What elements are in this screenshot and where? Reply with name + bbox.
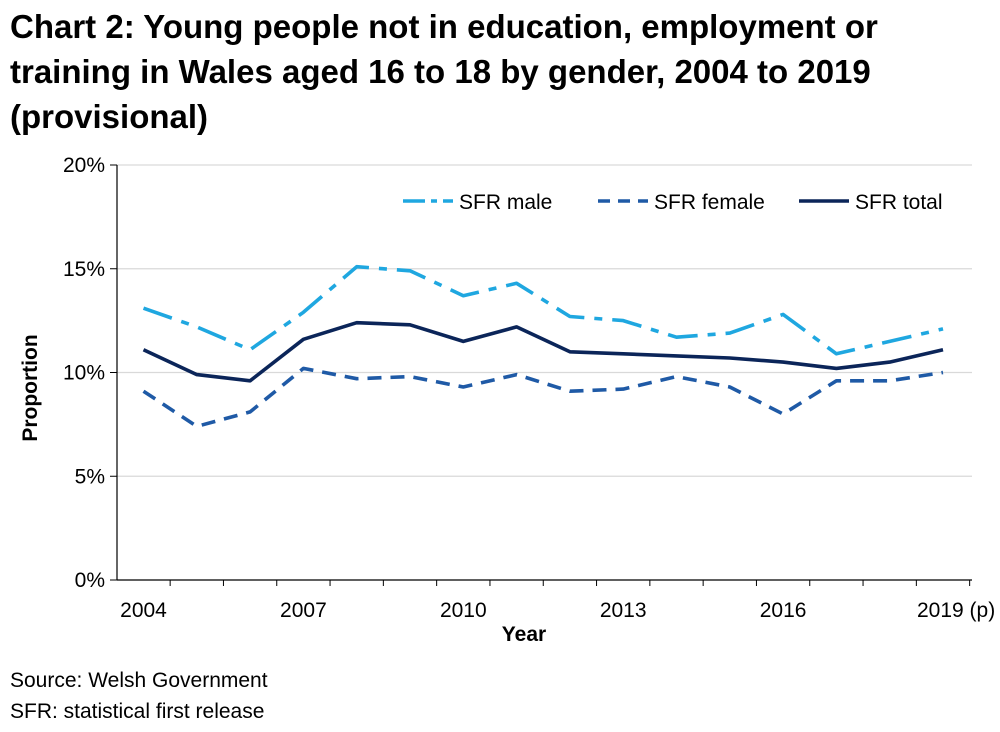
legend: SFR male SFR female SFR total — [403, 191, 943, 214]
line-chart: 0% 5% 10% 15% 20% 2004 2007 2010 2013 2016 2019 (… — [19, 154, 995, 646]
x-tick-label: 2013 — [600, 599, 647, 622]
y-tick-label: 15% — [63, 258, 105, 281]
x-tick-label: 2007 — [280, 599, 327, 622]
x-tick-label: 2016 — [760, 599, 807, 622]
footnote: SFR: statistical first release — [10, 700, 265, 723]
source-note: Source: Welsh Government — [10, 669, 268, 692]
legend-label: SFR male — [459, 191, 552, 214]
y-tick-label: 20% — [63, 154, 105, 177]
chart-title: Chart 2: Young people not in education, … — [10, 8, 878, 135]
y-tick-label: 5% — [75, 465, 105, 488]
x-tick-label: 2010 — [440, 599, 487, 622]
y-axis-label: Proportion — [19, 334, 42, 441]
x-tick-label: 2004 — [120, 599, 167, 622]
series-line-sfr-male — [142, 264, 944, 356]
series-line-sfr-total — [142, 320, 944, 383]
y-tick-label: 0% — [75, 569, 105, 592]
x-axis-ticks: 2004 2007 2010 2013 2016 2019 (p) — [120, 580, 995, 622]
legend-label: SFR total — [855, 191, 943, 214]
y-tick-label: 10% — [63, 362, 105, 385]
series-line-sfr-female — [142, 366, 944, 429]
legend-label: SFR female — [654, 191, 765, 214]
series-lines — [142, 264, 944, 429]
y-axis-ticks: 0% 5% 10% 15% 20% — [63, 154, 117, 592]
x-tick-label: 2019 (p) — [917, 599, 995, 622]
x-axis-label: Year — [502, 623, 546, 646]
